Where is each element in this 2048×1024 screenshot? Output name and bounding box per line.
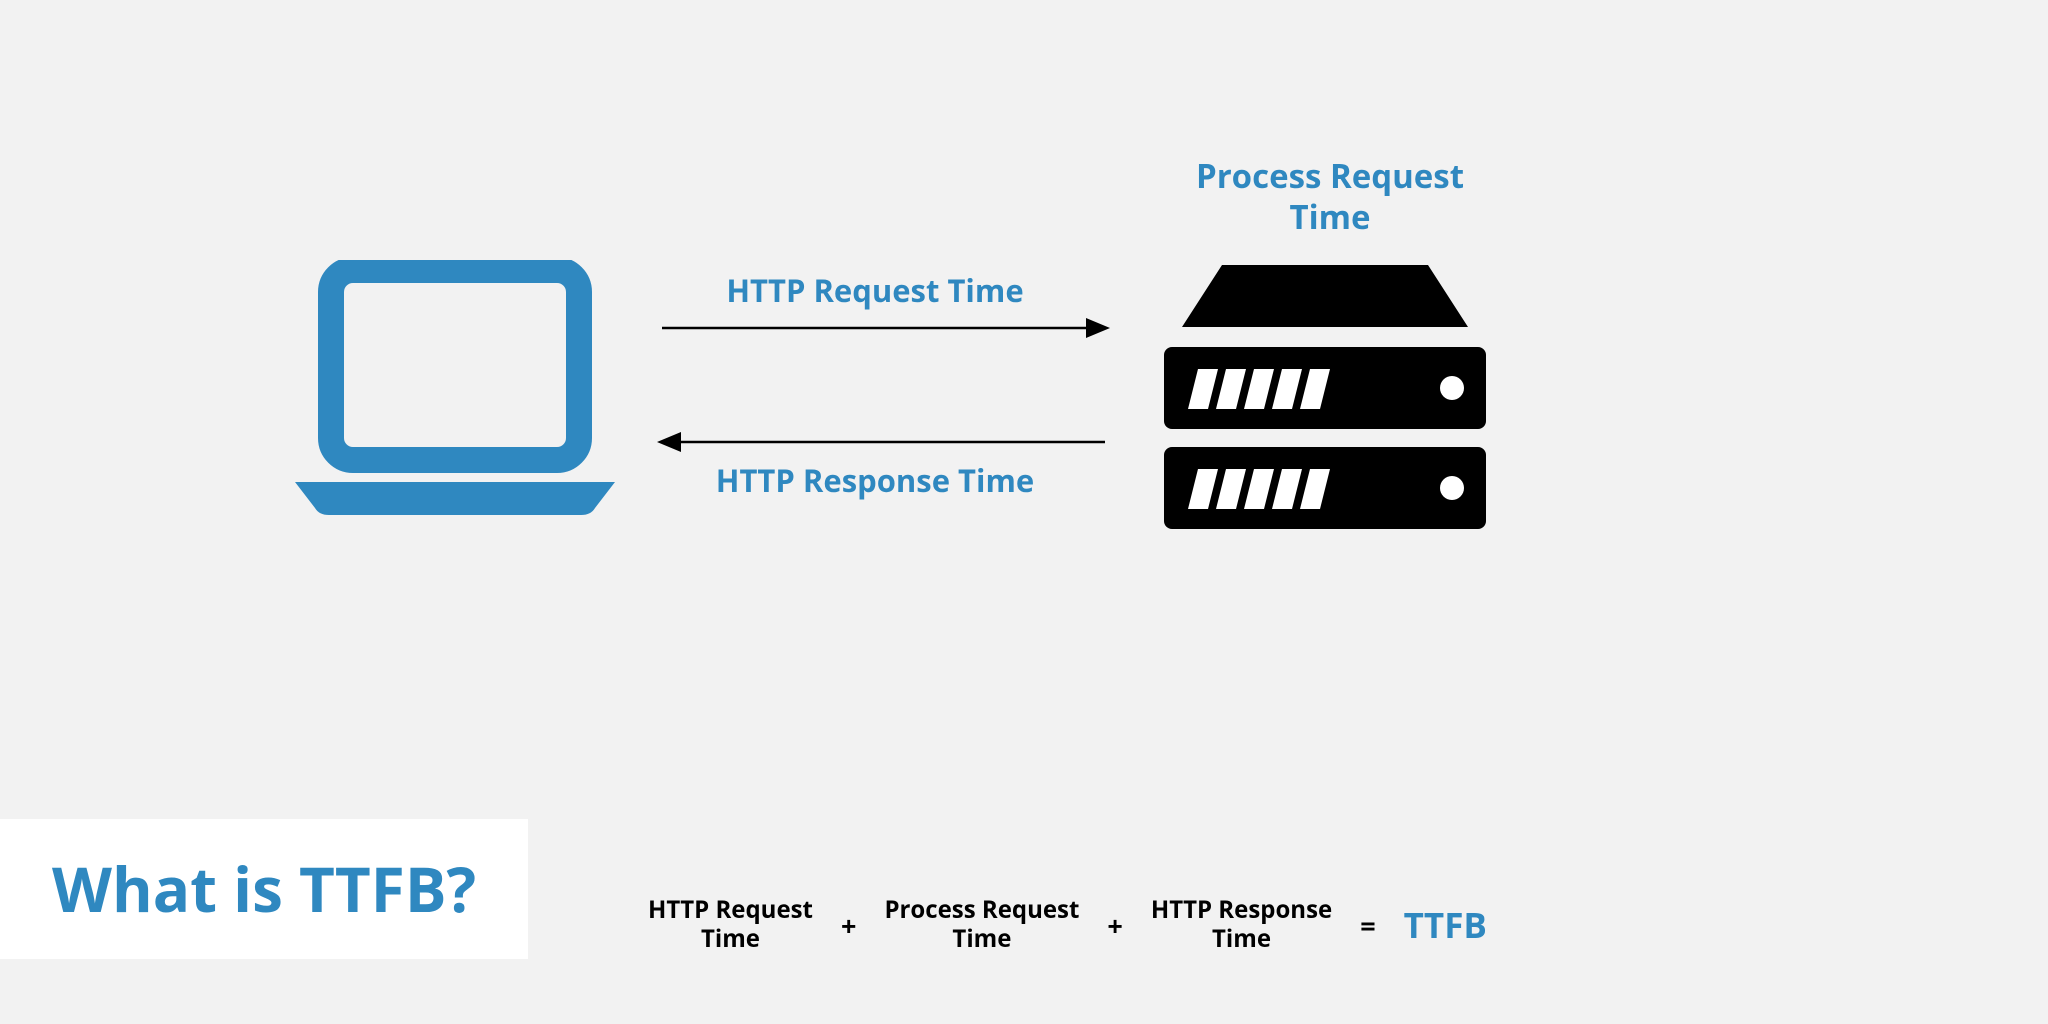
http-request-label: HTTP Request Time: [665, 270, 1085, 312]
equation-result: TTFB: [1386, 902, 1487, 949]
ttfb-diagram: Process Request Time: [0, 0, 2048, 1024]
process-request-label: Process Request Time: [1160, 155, 1500, 238]
equation-term-3: HTTP Response Time: [1133, 896, 1350, 954]
page-title: What is TTFB?: [52, 847, 476, 931]
title-box: What is TTFB?: [0, 819, 528, 959]
laptop-icon: [295, 260, 615, 525]
equation-plus-1: +: [835, 907, 862, 944]
server-icon: [1160, 265, 1490, 545]
ttfb-equation: HTTP Request Time + Process Request Time…: [630, 896, 1487, 954]
http-response-label: HTTP Response Time: [665, 460, 1085, 502]
response-arrow-icon: [655, 430, 1105, 459]
equation-term-2: Process Request Time: [866, 896, 1097, 954]
equation-equals: =: [1354, 907, 1381, 944]
equation-plus-2: +: [1101, 907, 1128, 944]
equation-term-1: HTTP Request Time: [630, 896, 831, 954]
request-arrow-icon: [662, 316, 1112, 345]
